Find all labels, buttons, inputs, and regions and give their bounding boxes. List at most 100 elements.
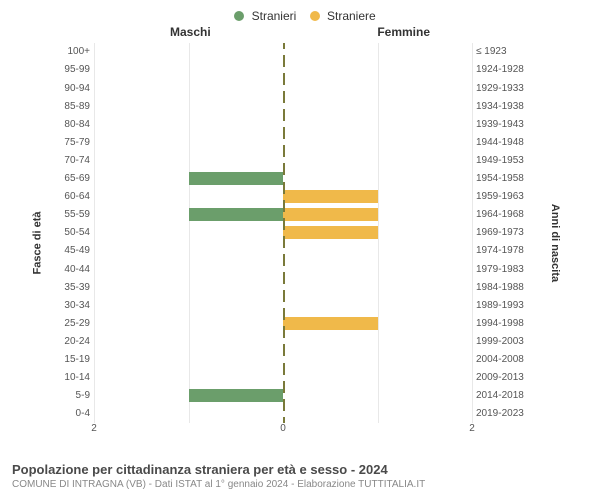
pyramid-row: 85-89 1934-1938 xyxy=(56,97,528,115)
birth-band-label: 1949-1953 xyxy=(472,155,528,166)
age-band-label: 20-24 xyxy=(56,336,94,347)
bar-zone xyxy=(94,405,472,423)
male-half xyxy=(94,169,283,187)
birth-band-label: 2009-2013 xyxy=(472,372,528,383)
birth-band-label: 1969-1973 xyxy=(472,227,528,238)
female-half xyxy=(283,314,472,332)
male-bar xyxy=(189,389,284,402)
female-half xyxy=(283,188,472,206)
x-axis: 202 xyxy=(94,423,472,439)
birth-band-label: 1939-1943 xyxy=(472,119,528,130)
male-half xyxy=(94,314,283,332)
female-half xyxy=(283,97,472,115)
birth-band-label: 1944-1948 xyxy=(472,137,528,148)
age-band-label: 65-69 xyxy=(56,173,94,184)
age-band-label: 55-59 xyxy=(56,209,94,220)
male-bar xyxy=(189,208,284,221)
legend-label-female: Straniere xyxy=(327,9,376,23)
male-half xyxy=(94,151,283,169)
header-male: Maschi xyxy=(170,25,211,39)
pyramid-row: 100+ ≤ 1923 xyxy=(56,43,528,61)
age-band-label: 15-19 xyxy=(56,354,94,365)
male-half xyxy=(94,133,283,151)
age-band-label: 75-79 xyxy=(56,137,94,148)
male-half xyxy=(94,332,283,350)
legend-swatch-male xyxy=(234,11,244,21)
male-half xyxy=(94,260,283,278)
age-band-label: 45-49 xyxy=(56,245,94,256)
male-half xyxy=(94,61,283,79)
pyramid-row: 15-192004-2008 xyxy=(56,350,528,368)
age-band-label: 50-54 xyxy=(56,227,94,238)
female-half xyxy=(283,61,472,79)
birth-band-label: 1974-1978 xyxy=(472,245,528,256)
legend-swatch-female xyxy=(310,11,320,21)
male-half xyxy=(94,188,283,206)
bar-zone xyxy=(94,296,472,314)
bar-zone xyxy=(94,169,472,187)
bar-zone xyxy=(94,97,472,115)
female-half xyxy=(283,43,472,61)
bar-zone xyxy=(94,151,472,169)
age-band-label: 30-34 xyxy=(56,300,94,311)
birth-band-label: 1929-1933 xyxy=(472,83,528,94)
male-half xyxy=(94,115,283,133)
legend: Stranieri Straniere xyxy=(10,8,590,23)
female-half xyxy=(283,206,472,224)
bar-zone xyxy=(94,350,472,368)
rows-container: 100+≤ 192395-991924-192890-941929-193385… xyxy=(56,43,528,423)
plot-area: Fasce di età Anni di nascita 100+≤ 19239… xyxy=(10,43,590,443)
birth-band-label: 1964-1968 xyxy=(472,209,528,220)
legend-label-male: Stranieri xyxy=(252,9,297,23)
birth-band-label: ≤ 1923 xyxy=(472,46,528,57)
bar-zone xyxy=(94,133,472,151)
x-tick: 2 xyxy=(469,423,475,434)
birth-band-label: 1984-1988 xyxy=(472,282,528,293)
female-half xyxy=(283,332,472,350)
male-half xyxy=(94,242,283,260)
chart-title: Popolazione per cittadinanza straniera p… xyxy=(12,462,425,477)
female-bar xyxy=(283,317,378,330)
birth-band-label: 1959-1963 xyxy=(472,191,528,202)
age-band-label: 100+ xyxy=(56,46,94,57)
male-half xyxy=(94,369,283,387)
birth-band-label: 1934-1938 xyxy=(472,101,528,112)
bar-zone xyxy=(94,79,472,97)
female-bar xyxy=(283,190,378,203)
pyramid-row: 65-691954-1958 xyxy=(56,169,528,187)
bar-zone xyxy=(94,115,472,133)
bar-zone xyxy=(94,188,472,206)
bar-zone xyxy=(94,224,472,242)
age-band-label: 40-44 xyxy=(56,264,94,275)
female-bar xyxy=(283,226,378,239)
female-half xyxy=(283,350,472,368)
pyramid-row: 50-54 1969-1973 xyxy=(56,224,528,242)
female-half xyxy=(283,296,472,314)
female-half xyxy=(283,79,472,97)
female-half xyxy=(283,133,472,151)
x-tick: 2 xyxy=(91,423,97,434)
female-half xyxy=(283,242,472,260)
male-half xyxy=(94,278,283,296)
pyramid-row: 95-991924-1928 xyxy=(56,61,528,79)
male-half xyxy=(94,296,283,314)
column-headers: Maschi Femmine xyxy=(10,25,590,41)
pyramid-row: 0-42019-2023 xyxy=(56,405,528,423)
pyramid-row: 55-59 1964-1968 xyxy=(56,206,528,224)
birth-band-label: 1989-1993 xyxy=(472,300,528,311)
age-band-label: 70-74 xyxy=(56,155,94,166)
age-band-label: 85-89 xyxy=(56,101,94,112)
female-half xyxy=(283,151,472,169)
female-half xyxy=(283,387,472,405)
age-band-label: 5-9 xyxy=(56,390,94,401)
male-half xyxy=(94,43,283,61)
bar-zone xyxy=(94,242,472,260)
birth-band-label: 2019-2023 xyxy=(472,408,528,419)
age-band-label: 35-39 xyxy=(56,282,94,293)
pyramid-row: 60-641959-1963 xyxy=(56,188,528,206)
y-axis-label-right: Anni di nascita xyxy=(549,204,561,282)
bar-zone xyxy=(94,61,472,79)
pyramid-row: 20-24 1999-2003 xyxy=(56,332,528,350)
female-half xyxy=(283,169,472,187)
birth-band-label: 1999-2003 xyxy=(472,336,528,347)
